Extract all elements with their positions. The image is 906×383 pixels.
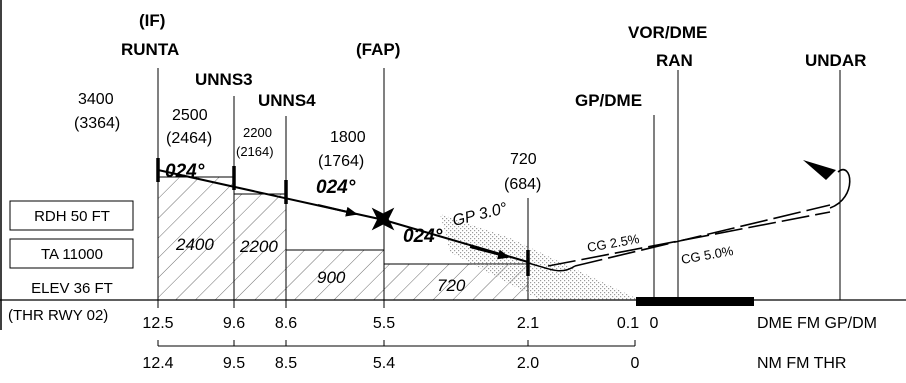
bearing-label-1: 024° — [165, 161, 205, 182]
bearing-label-2: 024° — [316, 177, 356, 198]
nm-tick-label: 0 — [631, 355, 640, 372]
ta-box — [9, 238, 134, 269]
runta-role-label: (IF) — [139, 11, 165, 30]
climb-gradient-50-label: CG 5.0% — [680, 243, 735, 267]
ta-label: TA 11000 — [41, 246, 103, 263]
unns4-name-label: UNNS4 — [258, 91, 316, 110]
climb-gradient-25-label: CG 2.5% — [586, 231, 641, 255]
min-alt-label-1: 2400 — [175, 235, 214, 254]
runway-bar — [636, 297, 754, 306]
nm-tick-label: 2.0 — [517, 355, 539, 372]
dme-tick-label: 0 — [650, 315, 659, 332]
missed-approach-path — [527, 160, 851, 272]
runta-altitude: 3400 — [78, 91, 114, 108]
gpdme-name-label: GP/DME — [575, 91, 642, 110]
obstacle-surface-stipple — [440, 214, 640, 300]
cg50-line — [547, 211, 831, 267]
dme-scale-title: DME FM GP/DM — [757, 315, 877, 332]
path-arrow-1 — [317, 204, 358, 217]
info-boxes: RDH 50 FT TA 11000 ELEV 36 FT (THR RWY 0… — [8, 200, 134, 324]
fap-altitude: 1800 — [330, 129, 366, 146]
unns3-name-label: UNNS3 — [195, 70, 253, 89]
fap-height: (1764) — [318, 153, 364, 170]
missed-approach-loop — [829, 169, 851, 209]
fap-star-icon — [371, 207, 395, 231]
dme-tick-label: 5.5 — [373, 315, 395, 332]
nm-tick-label: 5.4 — [373, 355, 395, 372]
nm-scale: 12.4 9.5 8.5 5.4 2.0 0 NM FM THR — [142, 340, 846, 372]
elevation-label: ELEV 36 FT — [31, 280, 113, 297]
dme-tick-label: 2.1 — [517, 315, 539, 332]
dme21-altitude: 720 — [510, 151, 537, 168]
nm-tick-label: 12.4 — [142, 355, 173, 372]
nm-tick-label: 8.5 — [275, 355, 297, 372]
cg25-line — [574, 204, 831, 267]
dme21-height: (684) — [504, 176, 541, 193]
dme-tick-label: 9.6 — [223, 315, 245, 332]
runta-height: (3364) — [74, 115, 120, 132]
unns4-height: (2164) — [236, 144, 274, 159]
fix-vertical-lines — [157, 68, 841, 308]
minimum-altitude-blocks — [157, 176, 529, 301]
rdh-label: RDH 50 FT — [34, 208, 110, 225]
nm-scale-title: NM FM THR — [757, 355, 846, 372]
dme-tick-label: 12.5 — [142, 315, 173, 332]
rdh-box — [9, 200, 134, 231]
missed-approach-arrow-icon — [803, 160, 836, 180]
approach-path — [156, 158, 530, 276]
min-alt-label-4: 720 — [437, 276, 466, 295]
dme-tick-label: 8.6 — [275, 315, 297, 332]
unns4-altitude: 2200 — [243, 125, 272, 140]
dme-scale: 12.5 9.6 8.6 5.5 2.1 0.1 0 DME FM GP/DM — [142, 315, 877, 332]
nm-tick-label: 9.5 — [223, 355, 245, 372]
fap-role-label: (FAP) — [356, 40, 400, 59]
vordme-ident-label: RAN — [656, 51, 693, 70]
undar-name-label: UNDAR — [805, 51, 866, 70]
runta-name-label: RUNTA — [121, 40, 179, 59]
min-alt-label-2: 2200 — [239, 237, 278, 256]
dme-tick-label: 0.1 — [617, 315, 639, 332]
missed-approach-turn — [527, 262, 576, 272]
glidepath-label: GP 3.0° — [451, 200, 510, 230]
unns3-height: (2464) — [166, 130, 212, 147]
vordme-type-label: VOR/DME — [628, 23, 707, 42]
unns3-altitude: 2500 — [172, 107, 208, 124]
path-arrow-2 — [469, 246, 510, 260]
bearing-label-3: 024° — [403, 226, 443, 247]
threshold-label: (THR RWY 02) — [8, 307, 108, 324]
min-alt-label-3: 900 — [317, 268, 346, 287]
